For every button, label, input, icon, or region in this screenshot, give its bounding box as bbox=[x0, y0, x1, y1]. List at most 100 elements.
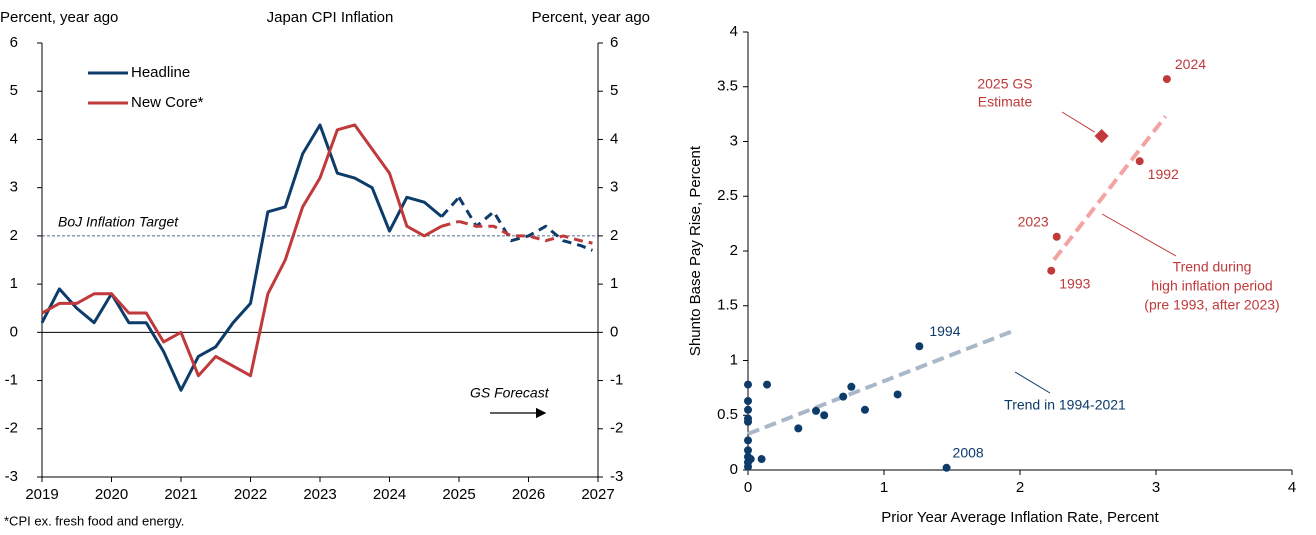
trend-line bbox=[747, 329, 1014, 436]
scatter-point bbox=[746, 455, 755, 464]
x-tick-label: 2023 bbox=[303, 486, 336, 503]
y-tick-label: -3 bbox=[5, 468, 18, 485]
y-tick-label: -2 bbox=[5, 420, 18, 437]
y-tick-label: 0.5 bbox=[717, 406, 738, 423]
y-tick-label: 2 bbox=[10, 227, 18, 244]
y-tick-label: -1 bbox=[5, 372, 18, 389]
y2-tick-label: 0 bbox=[610, 323, 618, 340]
y-tick-label: 3 bbox=[10, 179, 18, 196]
x-tick-label: 2 bbox=[1016, 479, 1024, 496]
scatter-point bbox=[1162, 75, 1171, 84]
y2-tick-label: 5 bbox=[610, 82, 618, 99]
y-tick-label: 5 bbox=[10, 82, 18, 99]
scatter-point bbox=[860, 405, 869, 414]
y-tick-label: 3.5 bbox=[717, 78, 738, 95]
scatter-point bbox=[744, 462, 752, 471]
trend-leader bbox=[1101, 213, 1177, 257]
y-tick-label: 4 bbox=[730, 23, 738, 40]
trend-label: Trend during bbox=[1173, 259, 1252, 275]
scatter-point bbox=[820, 411, 829, 420]
point-label: 2024 bbox=[1175, 56, 1206, 72]
x-tick-label: 2025 bbox=[442, 486, 475, 503]
scatter-point bbox=[744, 397, 752, 406]
estimate-point bbox=[1094, 128, 1109, 144]
target-label: BoJ Inflation Target bbox=[58, 214, 179, 230]
y2-tick-label: -2 bbox=[610, 420, 623, 437]
series-line bbox=[41, 123, 443, 378]
scatter-point bbox=[942, 463, 951, 472]
scatter-point bbox=[744, 417, 752, 426]
y2-tick-label: 1 bbox=[610, 275, 618, 292]
y2-axis-label: Percent, year ago bbox=[532, 9, 650, 26]
y-axis-label: Percent, year ago bbox=[0, 9, 118, 26]
y-tick-label: 2 bbox=[730, 242, 738, 259]
scatter-point bbox=[757, 455, 766, 464]
trend-label: (pre 1993, after 2023) bbox=[1144, 297, 1279, 313]
point-label: 1994 bbox=[929, 323, 960, 339]
scatter-point bbox=[794, 424, 803, 433]
chart-title: Japan CPI Inflation bbox=[267, 9, 394, 26]
y-tick-label: 6 bbox=[10, 34, 18, 51]
scatter-point bbox=[812, 406, 820, 415]
y2-tick-label: 2 bbox=[610, 227, 618, 244]
x-tick-label: 0 bbox=[744, 479, 752, 496]
point-label: 2008 bbox=[953, 445, 984, 461]
series-line bbox=[457, 196, 594, 252]
x-axis-label: Prior Year Average Inflation Rate, Perce… bbox=[881, 509, 1159, 526]
footnote: *CPI ex. fresh food and energy. bbox=[4, 513, 184, 528]
scatter-point bbox=[1135, 157, 1144, 166]
trend-leader bbox=[1014, 371, 1051, 394]
trend-label: Trend in 1994-2021 bbox=[1004, 397, 1126, 413]
series-line bbox=[40, 123, 443, 392]
legend-label: Headline bbox=[131, 64, 190, 81]
y-tick-label: 3 bbox=[730, 132, 738, 149]
estimate-label: Estimate bbox=[978, 94, 1033, 110]
trend-line bbox=[1052, 115, 1168, 261]
x-tick-label: 2027 bbox=[581, 486, 614, 503]
x-tick-label: 2022 bbox=[234, 486, 267, 503]
scatter-point bbox=[744, 380, 752, 389]
point-label: 1992 bbox=[1148, 166, 1179, 182]
y2-tick-label: -3 bbox=[610, 468, 623, 485]
y2-tick-label: 4 bbox=[610, 130, 618, 147]
x-tick-label: 2024 bbox=[373, 486, 406, 503]
series-line bbox=[458, 219, 593, 245]
scatter-point bbox=[915, 342, 924, 351]
x-tick-label: 2020 bbox=[95, 486, 128, 503]
y-tick-label: 1 bbox=[730, 351, 738, 368]
y-axis-label: Shunto Base Pay Rise, Percent bbox=[687, 145, 704, 356]
forecast-label: GS Forecast bbox=[470, 385, 550, 401]
scatter-point bbox=[744, 446, 752, 455]
scatter-point bbox=[839, 392, 848, 401]
scatter-point bbox=[1052, 232, 1061, 241]
series-connector bbox=[441, 219, 460, 228]
legend-label: New Core* bbox=[131, 94, 204, 111]
estimate-leader bbox=[1061, 111, 1095, 133]
x-tick-label: 2021 bbox=[164, 486, 197, 503]
y2-tick-label: 6 bbox=[610, 34, 618, 51]
x-tick-label: 2026 bbox=[512, 486, 545, 503]
y-tick-label: 2.5 bbox=[717, 187, 738, 204]
x-tick-label: 1 bbox=[880, 479, 888, 496]
y-tick-label: 4 bbox=[10, 130, 18, 147]
y-tick-label: 0 bbox=[10, 323, 18, 340]
point-label: 1993 bbox=[1059, 275, 1090, 291]
y2-tick-label: -1 bbox=[610, 372, 623, 389]
trend-label: high inflation period bbox=[1151, 278, 1272, 294]
y2-tick-label: 3 bbox=[610, 179, 618, 196]
y-tick-label: 0 bbox=[730, 461, 738, 478]
y-tick-label: 1 bbox=[10, 275, 18, 292]
scatter-point bbox=[744, 436, 752, 445]
scatter-point bbox=[1047, 266, 1056, 275]
estimate-label: 2025 GS bbox=[977, 76, 1032, 92]
scatter-point bbox=[893, 390, 902, 399]
series-connector bbox=[440, 196, 461, 218]
scatter-point bbox=[763, 380, 772, 389]
y-tick-label: 1.5 bbox=[717, 297, 738, 314]
x-tick-label: 3 bbox=[1152, 479, 1160, 496]
x-tick-label: 4 bbox=[1288, 479, 1296, 496]
x-tick-label: 2019 bbox=[25, 486, 58, 503]
scatter-point bbox=[847, 382, 856, 391]
scatter-point bbox=[744, 405, 752, 414]
